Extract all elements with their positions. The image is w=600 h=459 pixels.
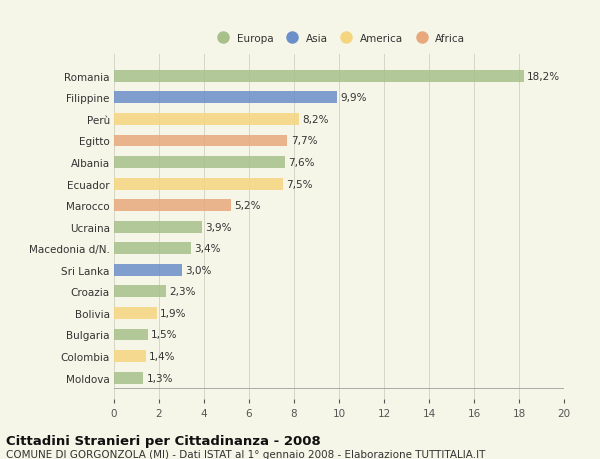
Text: 7,7%: 7,7% bbox=[290, 136, 317, 146]
Legend: Europa, Asia, America, Africa: Europa, Asia, America, Africa bbox=[209, 29, 469, 48]
Bar bbox=[114, 221, 202, 233]
Text: COMUNE DI GORGONZOLA (MI) - Dati ISTAT al 1° gennaio 2008 - Elaborazione TUTTITA: COMUNE DI GORGONZOLA (MI) - Dati ISTAT a… bbox=[6, 449, 485, 459]
Bar bbox=[114, 114, 299, 126]
Text: 3,0%: 3,0% bbox=[185, 265, 211, 275]
Bar bbox=[114, 200, 231, 212]
Text: 2,3%: 2,3% bbox=[169, 287, 196, 297]
Text: 1,9%: 1,9% bbox=[160, 308, 187, 318]
Bar bbox=[114, 243, 191, 255]
Text: 7,6%: 7,6% bbox=[289, 158, 315, 168]
Text: 3,4%: 3,4% bbox=[194, 244, 220, 254]
Text: 18,2%: 18,2% bbox=[527, 72, 560, 82]
Bar bbox=[114, 92, 337, 104]
Text: 8,2%: 8,2% bbox=[302, 115, 328, 125]
Text: 7,5%: 7,5% bbox=[286, 179, 313, 189]
Text: 1,5%: 1,5% bbox=[151, 330, 178, 340]
Bar bbox=[114, 264, 182, 276]
Bar bbox=[114, 71, 523, 83]
Text: 1,3%: 1,3% bbox=[146, 373, 173, 383]
Bar bbox=[114, 350, 146, 362]
Text: Cittadini Stranieri per Cittadinanza - 2008: Cittadini Stranieri per Cittadinanza - 2… bbox=[6, 434, 321, 447]
Bar bbox=[114, 286, 166, 297]
Bar bbox=[114, 157, 285, 168]
Text: 9,9%: 9,9% bbox=[340, 93, 367, 103]
Bar bbox=[114, 308, 157, 319]
Bar bbox=[114, 135, 287, 147]
Bar bbox=[114, 372, 143, 384]
Text: 5,2%: 5,2% bbox=[235, 201, 261, 211]
Text: 3,9%: 3,9% bbox=[205, 222, 232, 232]
Bar bbox=[114, 329, 148, 341]
Bar bbox=[114, 178, 283, 190]
Text: 1,4%: 1,4% bbox=[149, 351, 175, 361]
